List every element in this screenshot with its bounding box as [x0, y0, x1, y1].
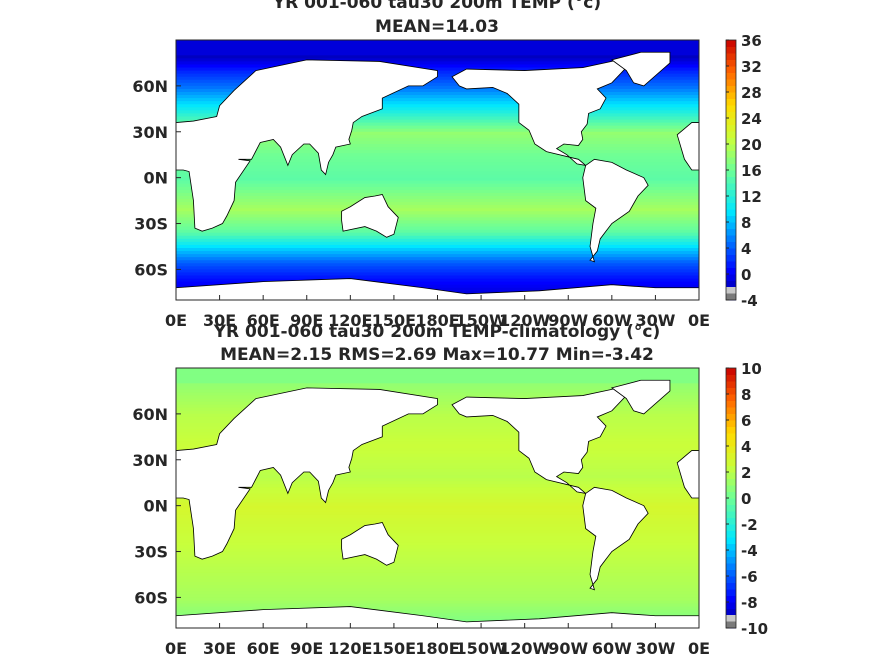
colorbar-tick-label: 24 [741, 110, 762, 128]
colorbar-tick-label: -4 [741, 292, 758, 310]
colorbar-tick-label: 4 [741, 240, 751, 258]
y-tick-label: 0N [143, 497, 168, 516]
x-tick-label: 90E [290, 311, 323, 330]
x-tick-label: 0E [165, 311, 187, 330]
land-south-america [583, 159, 648, 261]
land-greenland [612, 52, 670, 86]
land-australia [342, 194, 399, 237]
colorbar-tick-label: 8 [741, 386, 751, 404]
chart-subtitle: MEAN=14.03 [375, 17, 499, 37]
colorbar-tick-label: 10 [741, 360, 762, 378]
colorbar: -10 -8 -6 -4 -2 0 2 4 6 8 10 [725, 360, 768, 638]
x-tick-label: 180E [415, 639, 459, 656]
colorbar-tick-label: 20 [741, 136, 762, 154]
chart-title: YR 001-060 tau30 200m TEMP-climatology (… [213, 322, 661, 342]
x-tick-label: 90W [548, 311, 588, 330]
x-tick-label: 30W [635, 639, 675, 656]
colorbar-tick-label: 6 [741, 412, 751, 430]
colorbar-tick-label: -10 [741, 620, 768, 638]
x-tick-label: 60W [592, 311, 632, 330]
colorbar-tick-label: 0 [741, 266, 751, 284]
y-tick-label: 30N [132, 123, 168, 142]
y-tick-label: 60N [132, 77, 168, 96]
x-tick-label: 30E [203, 639, 236, 656]
x-tick-label: 0E [688, 639, 710, 656]
colorbar-tick-label: 0 [741, 490, 751, 508]
y-tick-label: 30N [132, 451, 168, 470]
y-tick-label: 60N [132, 405, 168, 424]
chart-subtitle: MEAN=2.15 RMS=2.69 Max=10.77 Min=-3.42 [220, 345, 654, 365]
x-tick-label: 60W [592, 639, 632, 656]
x-tick-label: 120W [499, 639, 550, 656]
land-antarctica [176, 607, 699, 628]
land-mask [176, 52, 699, 300]
x-tick-label: 120E [328, 311, 372, 330]
x-tick-label: 90E [290, 639, 323, 656]
land-greenland [612, 380, 670, 414]
y-tick-label: 30S [134, 215, 168, 234]
land-south-america [583, 487, 648, 589]
land-africa-eurasia [176, 388, 437, 559]
land-antarctica [176, 279, 699, 300]
colorbar-tick-label: -8 [741, 594, 758, 612]
x-tick-label: 180E [415, 311, 459, 330]
land-australia [342, 522, 399, 565]
colorbar: -4 0 4 8 12 16 20 24 28 32 36 [725, 32, 762, 310]
y-tick-label: 60S [134, 260, 168, 279]
colorbar-tick-label: 12 [741, 188, 762, 206]
x-tick-label: 150W [456, 311, 507, 330]
x-tick-label: 150E [372, 639, 416, 656]
ocean-field [176, 368, 699, 628]
colorbar-tick-label: 32 [741, 58, 762, 76]
x-tick-label: 60E [247, 639, 280, 656]
ocean-field [176, 40, 699, 300]
x-tick-label: 150W [456, 639, 507, 656]
x-tick-label: 120E [328, 639, 372, 656]
x-tick-label: 30W [635, 311, 675, 330]
x-tick-label: 0E [165, 639, 187, 656]
x-tick-label: 150E [372, 311, 416, 330]
colorbar-tick-label: 4 [741, 438, 751, 456]
colorbar-tick-label: -6 [741, 568, 758, 586]
x-tick-label: 30E [203, 311, 236, 330]
colorbar-tick-label: 36 [741, 32, 762, 50]
y-tick-label: 30S [134, 543, 168, 562]
y-tick-label: 60S [134, 588, 168, 607]
colorbar-tick-label: 8 [741, 214, 751, 232]
colorbar-tick-label: 28 [741, 84, 762, 102]
y-tick-label: 0N [143, 169, 168, 188]
colorbar-tick-label: 16 [741, 162, 762, 180]
colorbar-tick-label: -2 [741, 516, 758, 534]
colorbar-tick-label: -4 [741, 542, 758, 560]
chart-title: YR 001-060 tau30 200m TEMP (°c) [272, 0, 601, 13]
x-tick-label: 0E [688, 311, 710, 330]
x-tick-label: 90W [548, 639, 588, 656]
colorbar-tick-label: 2 [741, 464, 751, 482]
x-tick-label: 60E [247, 311, 280, 330]
land-africa-eurasia [176, 60, 437, 231]
land-mask [176, 380, 699, 628]
x-tick-label: 120W [499, 311, 550, 330]
